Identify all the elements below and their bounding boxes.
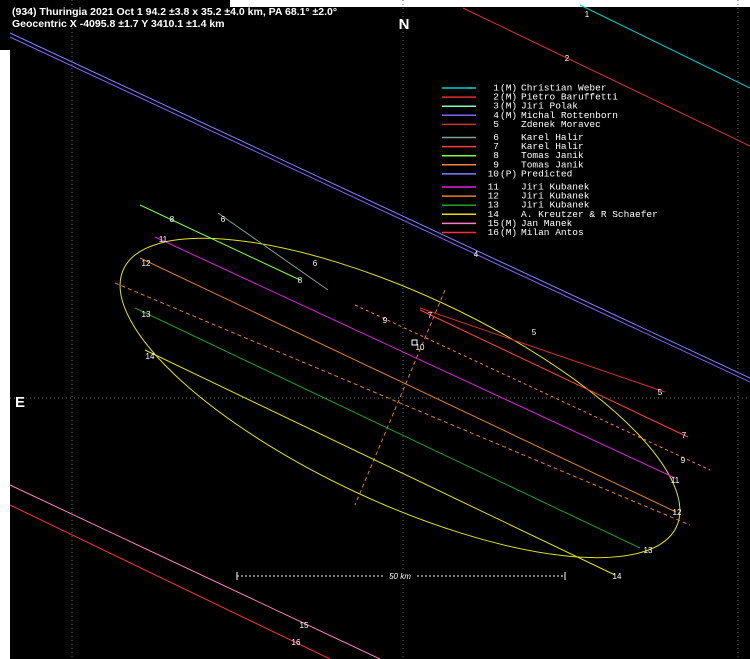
legend-number: 11: [488, 182, 500, 193]
chord: [217, 212, 329, 291]
legend-number: 13: [488, 200, 500, 211]
legend-number: 14: [488, 209, 500, 220]
chord: [134, 307, 641, 549]
chord: [9, 32, 750, 379]
chord-label: 12: [673, 508, 682, 517]
chord-label: 1: [585, 10, 590, 19]
legend-name: Jiri Kubanek: [521, 200, 590, 211]
north-label: N: [399, 16, 410, 33]
legend-number: 9: [493, 159, 499, 170]
chord-label: 7: [682, 431, 687, 440]
chord-label: 5: [658, 388, 663, 397]
legend-name: Christian Weber: [521, 83, 607, 94]
chord-label: 5: [532, 328, 537, 337]
chord-label: 8: [298, 276, 303, 285]
legend-name: Jiri Kubanek: [521, 182, 590, 193]
fitted-ellipse: [119, 237, 681, 559]
chord: [9, 36, 750, 383]
chord-label: 13: [142, 310, 151, 319]
legend-number: 10: [488, 168, 500, 179]
legend-flag: (M): [500, 227, 517, 238]
chord-label: 15: [300, 621, 309, 630]
legend-number: 6: [493, 132, 499, 143]
legend-number: 8: [493, 150, 499, 161]
chord-label: 8: [170, 215, 175, 224]
legend-name: Jan Manek: [521, 218, 573, 229]
chord-label: 2: [565, 54, 570, 63]
legend-name: Zdenek Moravec: [521, 119, 601, 130]
frame-strip: [0, 50, 10, 659]
legend-name: Jiri Polak: [521, 101, 578, 112]
chord: [154, 236, 676, 479]
major-axis: [114, 282, 691, 526]
chord: [579, 4, 750, 89]
legend-name: Milan Antos: [521, 227, 584, 238]
legend-number: 5: [493, 119, 499, 130]
legend-name: Tomas Janik: [521, 150, 584, 161]
chord: [354, 304, 711, 471]
chord: [419, 307, 666, 393]
chord-label: 9: [681, 456, 686, 465]
chord-label: 13: [644, 546, 653, 555]
legend-number: 12: [488, 191, 500, 202]
legend-name: Predicted: [521, 168, 572, 179]
legend-number: 1: [493, 83, 499, 94]
chord-label: 4: [474, 250, 479, 259]
predicted-center: [411, 339, 418, 346]
legend-number: 7: [493, 141, 499, 152]
legend-number: 15: [488, 218, 500, 229]
chord-label: 11: [159, 235, 168, 244]
chord: [462, 7, 750, 147]
chord: [419, 309, 689, 438]
legend-name: Pietro Baruffetti: [521, 92, 618, 103]
legend-flag: (M): [500, 83, 517, 94]
legend-name: A. Kreutzer & R Schaefer: [521, 209, 658, 220]
chord-label: 6: [221, 215, 226, 224]
legend-number: 4: [493, 110, 499, 121]
legend-number: 3: [493, 101, 499, 112]
legend-name: Karel Halir: [521, 141, 584, 152]
legend-flag: (M): [500, 101, 517, 112]
chord: [9, 484, 381, 659]
header-line: (934) Thuringia 2021 Oct 1 94.2 ±3.8 x 3…: [12, 6, 337, 18]
grid: [10, 0, 750, 659]
chord-label: 11: [671, 476, 680, 485]
chord-label: 9: [383, 316, 388, 325]
legend-number: 2: [493, 92, 499, 103]
scale-label: 50 km: [389, 572, 411, 581]
legend-flag: (M): [500, 218, 517, 229]
chord: [139, 204, 301, 281]
chord-label: 14: [146, 352, 155, 361]
chord-label: 12: [142, 259, 151, 268]
scale-label-bg: [385, 571, 415, 581]
legend-flag: (P): [500, 168, 517, 179]
legend-name: Michal Rottenborn: [521, 110, 618, 121]
chord-label: 6: [313, 259, 318, 268]
minor-axis: [354, 289, 446, 506]
legend-number: 16: [488, 227, 500, 238]
header-line: Geocentric X -4095.8 ±1.7 Y 3410.1 ±1.4 …: [12, 18, 225, 30]
legend-flag: (M): [500, 92, 517, 103]
chord: [139, 257, 677, 513]
legend-name: Karel Halir: [521, 132, 584, 143]
chord: [9, 504, 331, 659]
legend-flag: (M): [500, 110, 517, 121]
chord: [144, 349, 616, 576]
legend-name: Jiri Kubanek: [521, 191, 590, 202]
frame-strip: [230, 0, 750, 7]
chord-label: 14: [613, 572, 622, 581]
chord-label: 7: [428, 311, 433, 320]
chord-label: 16: [292, 638, 301, 647]
legend-name: Tomas Janik: [521, 159, 584, 170]
chord-label: 10: [416, 343, 425, 352]
east-label: E: [15, 394, 25, 411]
